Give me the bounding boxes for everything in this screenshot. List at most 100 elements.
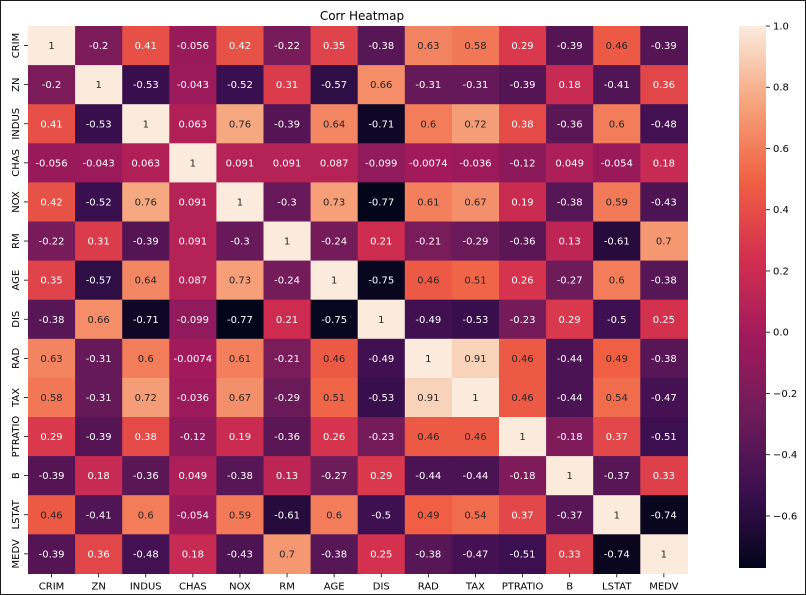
cell-label: 0.76 bbox=[229, 119, 251, 130]
heatmap-cell bbox=[357, 417, 406, 457]
cell-label: -0.44 bbox=[557, 393, 583, 404]
y-tick-label: LSTAT bbox=[11, 499, 22, 529]
cell-label: 0.29 bbox=[559, 315, 581, 326]
cell-label: 0.46 bbox=[40, 510, 62, 521]
heatmap-cell bbox=[169, 65, 217, 105]
cell-label: -0.44 bbox=[557, 354, 583, 365]
heatmap-cell bbox=[263, 26, 312, 66]
colorbar-tick-label: 0.2 bbox=[773, 266, 789, 277]
heatmap-cell bbox=[310, 495, 359, 535]
heatmap-cell bbox=[593, 104, 641, 144]
cell-label: -0.24 bbox=[321, 237, 347, 248]
x-tick-label: DIS bbox=[373, 581, 390, 592]
heatmap-cell bbox=[28, 221, 76, 262]
heatmap-cell bbox=[451, 26, 500, 66]
cell-label: 1 bbox=[566, 471, 572, 482]
heatmap-cell bbox=[357, 182, 406, 223]
cell-label: 0.61 bbox=[229, 354, 251, 365]
cell-label: -0.31 bbox=[86, 393, 112, 404]
heatmap-cell bbox=[404, 456, 453, 496]
heatmap-cell bbox=[216, 456, 265, 496]
heatmap-cell bbox=[122, 182, 170, 223]
heatmap-cell bbox=[640, 65, 688, 105]
cell-label: -0.52 bbox=[86, 197, 112, 208]
heatmap-cell bbox=[169, 338, 217, 379]
heatmap-cell bbox=[310, 377, 359, 418]
heatmap-cell bbox=[451, 495, 500, 535]
cell-label: -0.23 bbox=[510, 315, 536, 326]
heatmap-cell bbox=[404, 182, 453, 223]
heatmap-cell bbox=[451, 65, 500, 105]
y-tick-label: INDUS bbox=[11, 108, 22, 140]
heatmap-cell bbox=[640, 377, 688, 418]
colorbar-tick-label: 0.0 bbox=[773, 328, 789, 339]
cell-label: -0.57 bbox=[86, 276, 112, 287]
cell-label: -0.5 bbox=[607, 315, 627, 326]
cell-label: -0.47 bbox=[651, 393, 677, 404]
cell-label: -0.48 bbox=[651, 119, 677, 130]
cell-label: -0.39 bbox=[510, 80, 536, 91]
heatmap-cell bbox=[357, 338, 406, 379]
cell-label: 0.73 bbox=[229, 276, 251, 287]
cell-label: -0.41 bbox=[86, 510, 112, 521]
heatmap-cell bbox=[263, 338, 312, 379]
heatmap-cell bbox=[263, 495, 312, 535]
x-tick-label: PTRATIO bbox=[502, 581, 544, 592]
cell-label: 0.73 bbox=[323, 197, 345, 208]
heatmap-cell bbox=[546, 182, 594, 223]
heatmap-cell bbox=[593, 338, 641, 379]
cell-label: 0.61 bbox=[417, 197, 439, 208]
heatmap-cell bbox=[216, 260, 265, 301]
cell-label: 0.59 bbox=[606, 197, 628, 208]
heatmap-cell bbox=[310, 338, 359, 379]
heatmap-cell bbox=[122, 456, 170, 496]
heatmap-cell bbox=[546, 143, 594, 183]
heatmap-cell bbox=[263, 104, 312, 144]
cell-label: -0.18 bbox=[510, 471, 536, 482]
x-tick-label: B bbox=[566, 581, 573, 592]
y-tick-label: CRIM bbox=[11, 33, 22, 59]
cell-label: 0.049 bbox=[179, 471, 208, 482]
heatmap-cell bbox=[404, 377, 453, 418]
cell-label: -0.51 bbox=[651, 432, 677, 443]
heatmap-cell bbox=[310, 417, 359, 457]
heatmap-cell bbox=[404, 26, 453, 66]
heatmap-cell bbox=[640, 143, 688, 183]
cell-label: -0.39 bbox=[133, 237, 159, 248]
cell-label: 0.66 bbox=[88, 315, 110, 326]
cell-label: 0.46 bbox=[323, 354, 345, 365]
heatmap-cell bbox=[122, 260, 170, 301]
heatmap-cell bbox=[75, 495, 123, 535]
cell-label: 0.35 bbox=[40, 276, 62, 287]
heatmap-cell bbox=[499, 104, 547, 144]
heatmap-cell bbox=[404, 221, 453, 262]
cell-label: -0.37 bbox=[557, 510, 583, 521]
cell-label: 0.41 bbox=[135, 41, 157, 52]
heatmap-cell bbox=[357, 456, 406, 496]
heatmap-cell bbox=[593, 495, 641, 535]
cell-label: -0.47 bbox=[463, 549, 489, 560]
heatmap-cell bbox=[310, 260, 359, 301]
cell-label: 0.51 bbox=[464, 276, 486, 287]
heatmap-cell bbox=[640, 26, 688, 66]
cell-label: 0.46 bbox=[417, 432, 439, 443]
cell-label: 1 bbox=[284, 237, 290, 248]
heatmap-cell bbox=[216, 221, 265, 262]
heatmap-cell bbox=[169, 182, 217, 223]
cell-label: 0.31 bbox=[88, 237, 110, 248]
heatmap-cell bbox=[169, 221, 217, 262]
heatmap-cell bbox=[404, 65, 453, 105]
colorbar-ticks: 1.0 0.8 0.6 0.4 0.2 0.0 −0.2 −0.4 −0.6 bbox=[766, 22, 797, 522]
heatmap-cell bbox=[546, 65, 594, 105]
cell-label: -0.22 bbox=[39, 237, 65, 248]
heatmap-cell bbox=[310, 65, 359, 105]
cell-label: 0.29 bbox=[40, 432, 62, 443]
heatmap-cell bbox=[263, 377, 312, 418]
heatmap-cell bbox=[593, 417, 641, 457]
heatmap-cell bbox=[593, 534, 641, 574]
cell-label: -0.39 bbox=[274, 119, 300, 130]
heatmap-cell bbox=[357, 260, 406, 301]
heatmap-cell bbox=[640, 104, 688, 144]
heatmap-cell bbox=[75, 221, 123, 262]
cell-label: -0.75 bbox=[321, 315, 347, 326]
